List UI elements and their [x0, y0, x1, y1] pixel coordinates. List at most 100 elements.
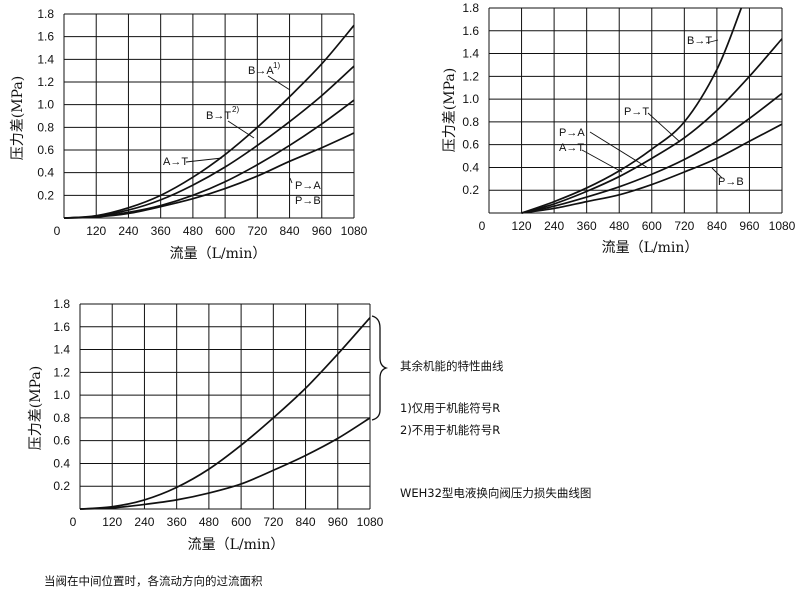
y-tick-label: 1.6: [462, 24, 479, 38]
y-tick-label: 1.6: [53, 320, 70, 334]
y-axis-label: 压力差(MPa): [442, 68, 458, 152]
series-label: P→T: [624, 106, 649, 118]
label-leader-line: [289, 177, 293, 184]
y-tick-label: 0.6: [37, 143, 54, 157]
x-tick-label: 600: [642, 219, 662, 233]
x-tick-label: 240: [544, 219, 564, 233]
label-leader-line: [267, 75, 291, 91]
x-tick-label: 960: [312, 224, 332, 238]
series-line-1: [79, 417, 371, 510]
series-label: P→B: [295, 195, 321, 207]
x-tick-label: 720: [674, 219, 694, 233]
label-leader-line: [581, 149, 623, 173]
y-tick-label: 1.4: [53, 343, 70, 357]
x-tick-label: 360: [577, 219, 597, 233]
x-tick-label: 0: [70, 515, 77, 529]
x-tick-label: 1080: [357, 515, 384, 529]
y-tick-label: 0.2: [53, 479, 70, 493]
label-leader-line: [227, 120, 255, 139]
series-label: P→A: [559, 127, 585, 139]
x-axis-label: 流量（L/min）: [170, 246, 267, 262]
series-line-0: [79, 317, 371, 510]
y-tick-label: 1.2: [37, 75, 54, 89]
chart-bottom-left: 0 120 240 360 480 600 720 840 960 1080 0.2 0.4 0.6 0.…: [28, 297, 384, 553]
series-line-0: [521, 7, 743, 214]
x-tick-label: 480: [609, 219, 629, 233]
series-label: B→A: [248, 65, 274, 77]
label-leader-line: [705, 39, 719, 44]
y-tick-label: 0.4: [53, 456, 70, 470]
footnote-2: 2)不用于机能符号R: [400, 423, 500, 437]
y-tick-label: 0.4: [37, 166, 54, 180]
series-label: A→T: [163, 156, 188, 168]
x-tick-label: 840: [707, 219, 727, 233]
chart-top-right: 0 120 240 360 480 600 720 840 960 1080 0.2 0.4 0.6 0.…: [442, 1, 796, 256]
x-tick-label: 0: [479, 219, 486, 233]
y-tick-label: 0.6: [462, 138, 479, 152]
y-tick-label: 0.8: [462, 115, 479, 129]
y-tick-label: 1.0: [53, 388, 70, 402]
series-label: B→T: [206, 110, 231, 122]
x-tick-label: 720: [247, 224, 267, 238]
x-tick-label: 0: [54, 224, 61, 238]
series-line-3: [63, 132, 355, 219]
series-label: P→B: [718, 176, 744, 188]
y-axis-label: 压力差(MPa): [10, 76, 26, 160]
series-label-sup: 1): [273, 61, 280, 70]
series-line-0: [63, 24, 355, 219]
series-line-1: [521, 38, 783, 214]
x-tick-label: 120: [512, 219, 532, 233]
series-label-sup: 2): [232, 105, 239, 114]
y-tick-label: 1.2: [462, 69, 479, 83]
y-tick-label: 1.4: [37, 52, 54, 66]
x-tick-label: 840: [296, 515, 316, 529]
x-tick-label: 840: [280, 224, 300, 238]
chart-top-left: 0 120 240 360 480 600 720 840 960 1080 0.2 0.4 0.6 0.…: [10, 7, 368, 262]
x-tick-label: 1080: [769, 219, 796, 233]
x-tick-label: 240: [134, 515, 154, 529]
brace-label: 其余机能的特性曲线: [400, 359, 504, 373]
series-label: P→A: [295, 180, 321, 192]
series-line-1: [63, 65, 355, 219]
y-tick-label: 1.8: [462, 1, 479, 15]
y-axis-label: 压力差(MPa): [28, 366, 44, 450]
y-tick-label: 1.0: [462, 92, 479, 106]
label-leader-line: [185, 157, 223, 163]
y-tick-label: 1.8: [53, 297, 70, 311]
bottom-caption: 当阀在中间位置时，各流动方向的过流面积: [44, 574, 263, 588]
x-axis-label: 流量（L/min）: [602, 240, 699, 256]
label-leader-line: [711, 167, 723, 179]
x-tick-label: 720: [263, 515, 283, 529]
x-tick-label: 360: [151, 224, 171, 238]
y-tick-label: 1.2: [53, 365, 70, 379]
series-line-2: [521, 92, 783, 214]
y-tick-label: 0.4: [462, 160, 479, 174]
label-leader-line: [589, 131, 649, 169]
x-axis-label: 流量（L/min）: [188, 537, 285, 553]
x-tick-label: 480: [199, 515, 219, 529]
x-tick-label: 1080: [341, 224, 368, 238]
footnote-1: 1)仅用于机能符号R: [400, 401, 500, 415]
brace-icon: [371, 315, 389, 421]
series-label: B→T: [687, 35, 712, 47]
y-tick-label: 0.2: [462, 183, 479, 197]
y-tick-label: 0.2: [37, 188, 54, 202]
x-tick-label: 600: [215, 224, 235, 238]
y-tick-label: 0.8: [53, 411, 70, 425]
y-tick-label: 1.8: [37, 7, 54, 21]
x-tick-label: 120: [102, 515, 122, 529]
y-tick-label: 0.6: [53, 434, 70, 448]
x-tick-label: 480: [183, 224, 203, 238]
label-leader-line: [647, 112, 681, 143]
series-line-3: [521, 123, 783, 214]
x-tick-label: 960: [739, 219, 759, 233]
series-label: A→T: [559, 142, 584, 154]
x-tick-label: 240: [118, 224, 138, 238]
x-tick-label: 120: [86, 224, 106, 238]
x-tick-label: 600: [231, 515, 251, 529]
y-tick-label: 1.0: [37, 98, 54, 112]
y-tick-label: 0.8: [37, 120, 54, 134]
x-tick-label: 960: [328, 515, 348, 529]
x-tick-label: 360: [167, 515, 187, 529]
y-tick-label: 1.4: [462, 47, 479, 61]
